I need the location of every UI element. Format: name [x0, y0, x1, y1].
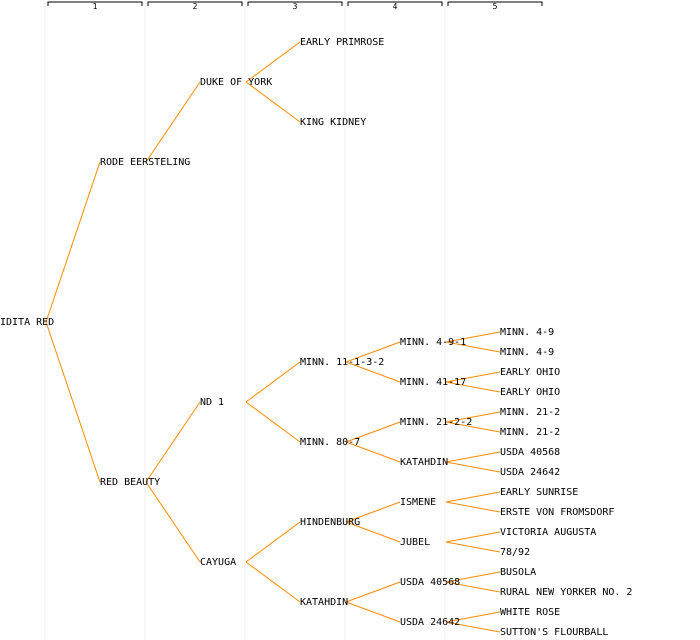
- pedigree-node-label: RODE EERSTELING: [100, 157, 190, 168]
- pedigree-edge: [245, 81, 301, 123]
- pedigree-node-label: CAYUGA: [200, 557, 236, 568]
- pedigree-node-label: RED BEAUTY: [100, 477, 160, 488]
- pedigree-edge: [445, 491, 501, 503]
- pedigree-node-label: BUSOLA: [500, 567, 536, 578]
- pedigree-node-label: JUBEL: [400, 537, 430, 548]
- pedigree-edge: [345, 521, 401, 543]
- generation-bracket: [47, 1, 143, 6]
- generation-number: 1: [93, 2, 98, 11]
- generation-bracket: [347, 1, 443, 6]
- pedigree-edge: [245, 521, 301, 563]
- pedigree-edge: [445, 461, 501, 473]
- generation-bracket: [447, 1, 543, 6]
- pedigree-edge: [345, 601, 401, 623]
- pedigree-edge: [345, 421, 401, 443]
- pedigree-edge: [445, 411, 501, 423]
- pedigree-node-label: EARLY OHIO: [500, 387, 560, 398]
- pedigree-edge: [345, 361, 401, 383]
- pedigree-node-label: EARLY SUNRISE: [500, 487, 578, 498]
- pedigree-edge: [445, 371, 501, 383]
- pedigree-node-label: MINN. 80-7: [300, 437, 360, 448]
- pedigree-node-label: MINN. 21-2-2: [400, 417, 472, 428]
- pedigree-edge: [345, 501, 401, 523]
- pedigree-node-label: EARLY OHIO: [500, 367, 560, 378]
- pedigree-node-label: USDA 40568: [500, 447, 560, 458]
- pedigree-node-label: KING KIDNEY: [300, 117, 366, 128]
- pedigree-node-label: 78/92: [500, 547, 530, 558]
- pedigree-edge: [445, 541, 501, 553]
- pedigree-edge: [445, 421, 501, 433]
- pedigree-edge: [445, 451, 501, 463]
- pedigree-node-label: MINN. 11-1-3-2: [300, 357, 384, 368]
- pedigree-edge: [145, 481, 201, 563]
- pedigree-edges: [45, 41, 501, 633]
- pedigree-edge: [445, 501, 501, 513]
- pedigree-node-label: USDA 40568: [400, 577, 460, 588]
- generation-number: 2: [193, 2, 198, 11]
- generation-bracket: [147, 1, 243, 6]
- pedigree-edge: [445, 341, 501, 353]
- pedigree-node-label: IDITA RED: [0, 317, 54, 328]
- generation-number: 5: [493, 2, 498, 11]
- pedigree-edge: [445, 331, 501, 343]
- pedigree-labels: IDITA RED RODE EERSTELING RED BEAUTY DUKE O…: [0, 37, 632, 638]
- pedigree-edge: [345, 581, 401, 603]
- pedigree-node-label: EARLY PRIMROSE: [300, 37, 384, 48]
- pedigree-node-label: KATAHDIN: [300, 597, 348, 608]
- pedigree-node-label: MINN. 4-9: [500, 327, 554, 338]
- pedigree-node-label: MINN. 21-2: [500, 407, 560, 418]
- pedigree-edge: [145, 401, 201, 483]
- pedigree-edge: [445, 581, 501, 593]
- pedigree-node-label: ISMENE: [400, 497, 436, 508]
- pedigree-node-label: KATAHDIN: [400, 457, 448, 468]
- generation-guides: [44, 0, 446, 640]
- pedigree-node-label: DUKE OF YORK: [200, 77, 272, 88]
- pedigree-edge: [345, 441, 401, 463]
- pedigree-node-label: RURAL NEW YORKER NO. 2: [500, 587, 632, 598]
- pedigree-node-label: SUTTON'S FLOURBALL: [500, 627, 608, 638]
- pedigree-edge: [245, 401, 301, 443]
- pedigree-edge: [245, 361, 301, 403]
- pedigree-edge: [445, 531, 501, 543]
- pedigree-node-label: HINDENBURG: [300, 517, 360, 528]
- pedigree-edge: [245, 561, 301, 603]
- pedigree-node-label: WHITE ROSE: [500, 607, 560, 618]
- pedigree-node-label: USDA 24642: [400, 617, 460, 628]
- pedigree-edge: [445, 621, 501, 633]
- generation-number: 3: [293, 2, 298, 11]
- pedigree-node-label: VICTORIA AUGUSTA: [500, 527, 596, 538]
- pedigree-edge: [45, 321, 101, 483]
- pedigree-node-label: MINN. 4-9: [500, 347, 554, 358]
- pedigree-edge: [445, 571, 501, 583]
- pedigree-node-label: MINN. 4-9-1: [400, 337, 466, 348]
- pedigree-edge: [145, 81, 201, 163]
- generation-bracket: [247, 1, 343, 6]
- pedigree-node-label: USDA 24642: [500, 467, 560, 478]
- generation-number: 4: [393, 2, 398, 11]
- pedigree-edge: [45, 161, 101, 323]
- pedigree-node-label: ND 1: [200, 397, 224, 408]
- pedigree-edge: [445, 611, 501, 623]
- pedigree-node-label: MINN. 21-2: [500, 427, 560, 438]
- pedigree-edge: [345, 341, 401, 363]
- pedigree-node-label: ERSTE VON FROMSDORF: [500, 507, 614, 518]
- pedigree-edge: [245, 41, 301, 83]
- generation-header: 1 2 3 4 5: [47, 1, 543, 11]
- pedigree-node-label: MINN. 41-17: [400, 377, 466, 388]
- pedigree-edge: [445, 381, 501, 393]
